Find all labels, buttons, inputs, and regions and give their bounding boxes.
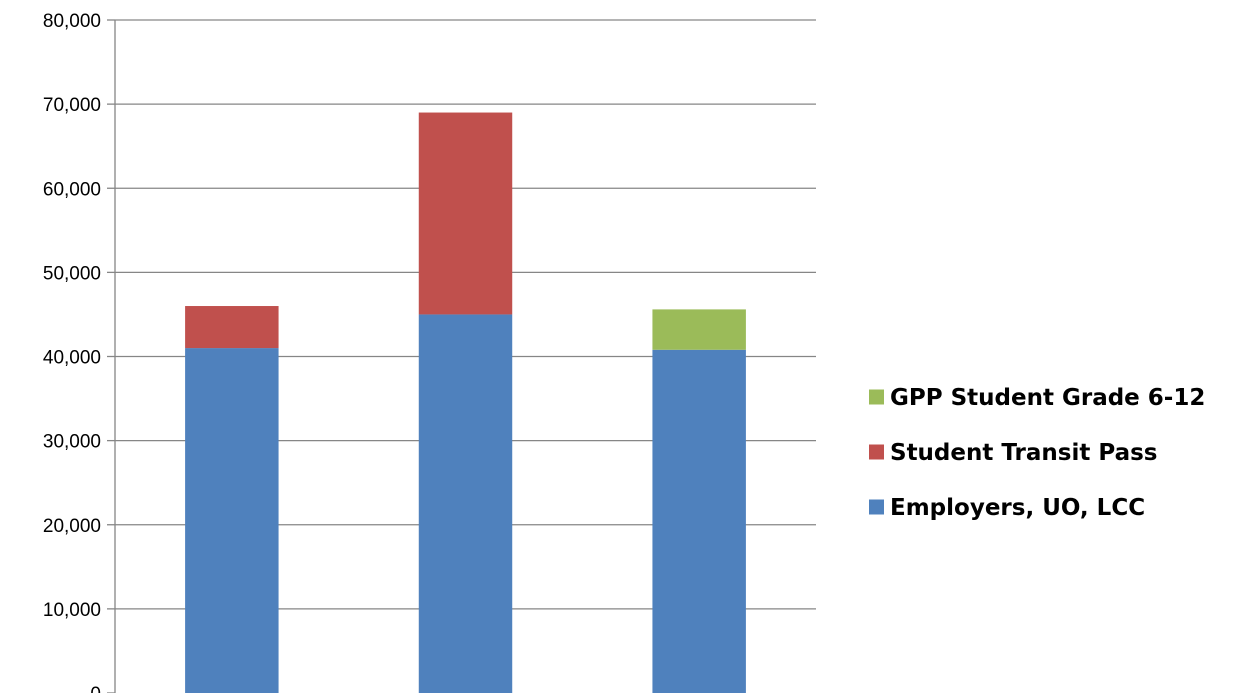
y-tick-label: 0 xyxy=(90,684,101,693)
bar-segment-gpp-student-grade-6-12 xyxy=(652,309,746,350)
y-tick-labels: 0 10,000 20,000 30,000 40,000 50,000 60,000 70,… xyxy=(43,11,101,693)
bar-segment-employers-uo-lcc xyxy=(418,314,513,693)
legend-label: GPP Student Grade 6-12 xyxy=(890,385,1205,411)
bar-segment-employers-uo-lcc xyxy=(652,349,746,693)
legend-swatch xyxy=(869,389,884,405)
y-tick-label: 60,000 xyxy=(43,179,101,200)
bar-segment-student-transit-pass xyxy=(185,306,279,349)
y-tick-label: 80,000 xyxy=(43,11,101,32)
bars xyxy=(185,112,746,693)
bar-segment-student-transit-pass xyxy=(418,112,513,315)
y-tick-label: 10,000 xyxy=(43,600,101,621)
axes xyxy=(107,19,116,693)
y-tick-label: 30,000 xyxy=(43,432,101,453)
y-tick-label: 20,000 xyxy=(43,516,101,537)
bar-segment-employers-uo-lcc xyxy=(185,348,279,693)
y-tick-label: 40,000 xyxy=(43,348,101,369)
y-tick-label: 50,000 xyxy=(43,263,101,284)
legend-swatch xyxy=(869,444,884,460)
legend-label: Employers, UO, LCC xyxy=(890,495,1145,521)
legend-label: Student Transit Pass xyxy=(890,440,1158,466)
y-tick-label: 70,000 xyxy=(43,95,101,116)
legend: GPP Student Grade 6-12 Student Transit Pa… xyxy=(869,385,1205,521)
legend-swatch xyxy=(869,499,884,515)
